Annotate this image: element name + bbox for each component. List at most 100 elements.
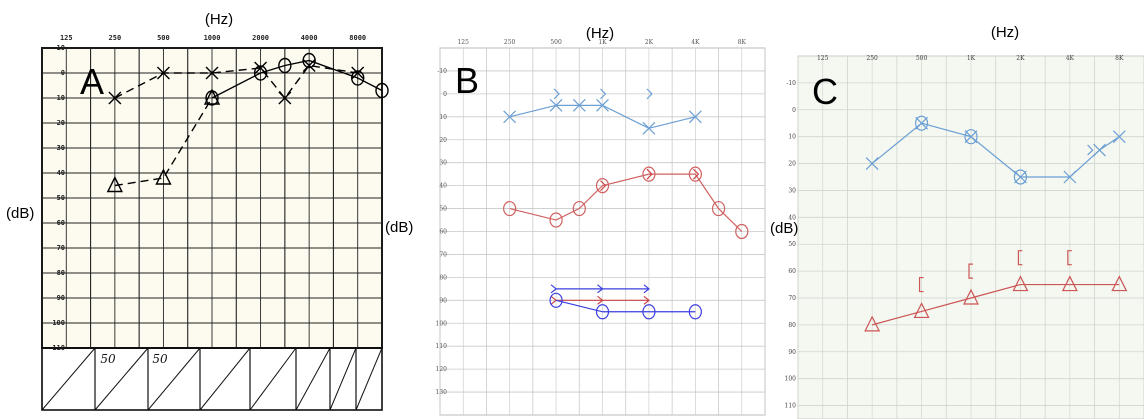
series-1 bbox=[503, 98, 702, 135]
y-tick-label: 60 bbox=[788, 268, 796, 275]
data-point-arrow bbox=[597, 284, 604, 294]
y-tick-label: 0 bbox=[792, 107, 796, 114]
x-tick-label: 8K bbox=[738, 39, 747, 46]
data-point-triangle bbox=[203, 88, 221, 105]
x-axis-label: (Hz) bbox=[586, 25, 614, 42]
y-tick-label: 20 bbox=[788, 161, 796, 168]
data-point-O bbox=[1013, 169, 1028, 185]
table-diagonal bbox=[147, 347, 201, 411]
y-tick-label: 100 bbox=[52, 319, 65, 327]
x-axis-label: (Hz) bbox=[991, 24, 1019, 41]
data-point-O bbox=[964, 129, 978, 145]
x-tick-label: 500 bbox=[550, 39, 562, 46]
data-point-X bbox=[964, 130, 978, 144]
series-4 bbox=[600, 168, 700, 192]
data-point-m bbox=[1067, 250, 1072, 266]
data-point-O bbox=[642, 166, 656, 182]
x-tick-label: 4000 bbox=[301, 34, 318, 42]
data-point-X bbox=[572, 98, 586, 112]
data-point-X bbox=[156, 66, 170, 80]
data-point-X bbox=[1063, 170, 1077, 184]
data-point-O bbox=[351, 70, 365, 86]
x-tick-label: 8K bbox=[1115, 55, 1124, 62]
data-point-O bbox=[688, 304, 702, 320]
data-point-X bbox=[108, 91, 122, 105]
x-tick-label: 500 bbox=[916, 55, 928, 62]
series-3 bbox=[503, 166, 749, 240]
table-diagonal bbox=[249, 347, 297, 411]
y-tick-label: -10 bbox=[52, 44, 65, 52]
table-diagonal bbox=[199, 347, 251, 411]
y-axis-label: (dB) bbox=[770, 220, 798, 237]
series-3 bbox=[1087, 144, 1094, 156]
series-4 bbox=[864, 275, 1128, 332]
audiogram-c: 125 250 500 1K 2K 4K 8K -10 0 10 20 30 40 50 60 70 80 90 1… bbox=[770, 24, 1144, 419]
data-point-m bbox=[600, 88, 607, 100]
y-tick-label: 80 bbox=[439, 274, 447, 281]
data-point-O bbox=[688, 166, 702, 182]
grid bbox=[439, 48, 766, 415]
table-diagonal bbox=[355, 347, 383, 411]
x-tick-label: 250 bbox=[109, 34, 122, 42]
y-tick-label: 130 bbox=[436, 389, 448, 396]
series-line bbox=[555, 299, 696, 313]
masking-level: 50 bbox=[152, 352, 168, 366]
y-tick-label: -10 bbox=[786, 80, 796, 87]
series-line bbox=[114, 97, 213, 187]
masking-table bbox=[41, 347, 383, 411]
data-point-triangle bbox=[1061, 275, 1078, 292]
x-tick-label: 250 bbox=[866, 55, 878, 62]
x-tick-label: 125 bbox=[457, 39, 469, 46]
series-line bbox=[211, 59, 383, 99]
data-point-X bbox=[549, 98, 563, 112]
data-point-O bbox=[572, 200, 586, 217]
y-tick-label: 90 bbox=[788, 349, 796, 356]
y-tick-label: 70 bbox=[439, 251, 447, 258]
y-tick-label: 30 bbox=[57, 144, 65, 152]
y-tick-label: 10 bbox=[788, 134, 796, 141]
data-point-O bbox=[914, 115, 929, 131]
y-tick-label: 90 bbox=[439, 297, 447, 304]
y-tick-label: 70 bbox=[788, 295, 796, 302]
panel-label: A bbox=[80, 61, 104, 102]
audiogram-b: 125 250 500 1K 2K 4K 8K -10 0 10 20 30 40 50 60 70 80 90 1… bbox=[385, 25, 766, 416]
data-point-O bbox=[503, 200, 517, 217]
y-tick-label: 50 bbox=[57, 194, 65, 202]
data-point-X bbox=[503, 110, 517, 124]
y-tick-label: 30 bbox=[439, 160, 447, 167]
y-tick-label: 60 bbox=[439, 229, 447, 236]
y-tick-label: 30 bbox=[788, 187, 796, 194]
y-tick-label: 70 bbox=[57, 244, 65, 252]
y-tick-label: 20 bbox=[57, 119, 65, 127]
series-5 bbox=[550, 284, 650, 294]
data-point-triangle bbox=[155, 168, 172, 185]
data-point-X bbox=[596, 98, 609, 112]
series-2 bbox=[914, 115, 1028, 185]
x-tick-label: 125 bbox=[817, 55, 829, 62]
data-point-X bbox=[1112, 130, 1126, 144]
y-tick-label: 10 bbox=[439, 114, 447, 121]
data-point-O bbox=[375, 82, 389, 99]
data-point-X bbox=[642, 121, 656, 135]
y-tick-label: 80 bbox=[788, 322, 796, 329]
data-point-triangle bbox=[1012, 275, 1029, 292]
x-tick-label: 500 bbox=[157, 34, 170, 42]
data-point-X bbox=[688, 110, 702, 124]
data-point-O bbox=[549, 212, 563, 228]
data-point-O bbox=[302, 52, 316, 69]
x-tick-label: 1K bbox=[598, 39, 607, 46]
y-tick-label: 110 bbox=[436, 343, 448, 350]
data-point-X bbox=[278, 91, 292, 105]
y-tick-label: 60 bbox=[57, 219, 65, 227]
x-tick-label: 250 bbox=[504, 39, 516, 46]
y-tick-label: 40 bbox=[788, 214, 796, 221]
data-point-m bbox=[692, 168, 700, 180]
table-diagonal bbox=[41, 347, 96, 411]
data-point-triangle bbox=[1111, 275, 1128, 292]
y-tick-label: 10 bbox=[57, 94, 65, 102]
data-point-O bbox=[253, 65, 268, 81]
x-tick-label: 4K bbox=[691, 39, 700, 46]
series-line bbox=[509, 104, 696, 129]
data-point-triangle bbox=[106, 175, 123, 193]
x-tick-label: 8000 bbox=[349, 34, 366, 42]
